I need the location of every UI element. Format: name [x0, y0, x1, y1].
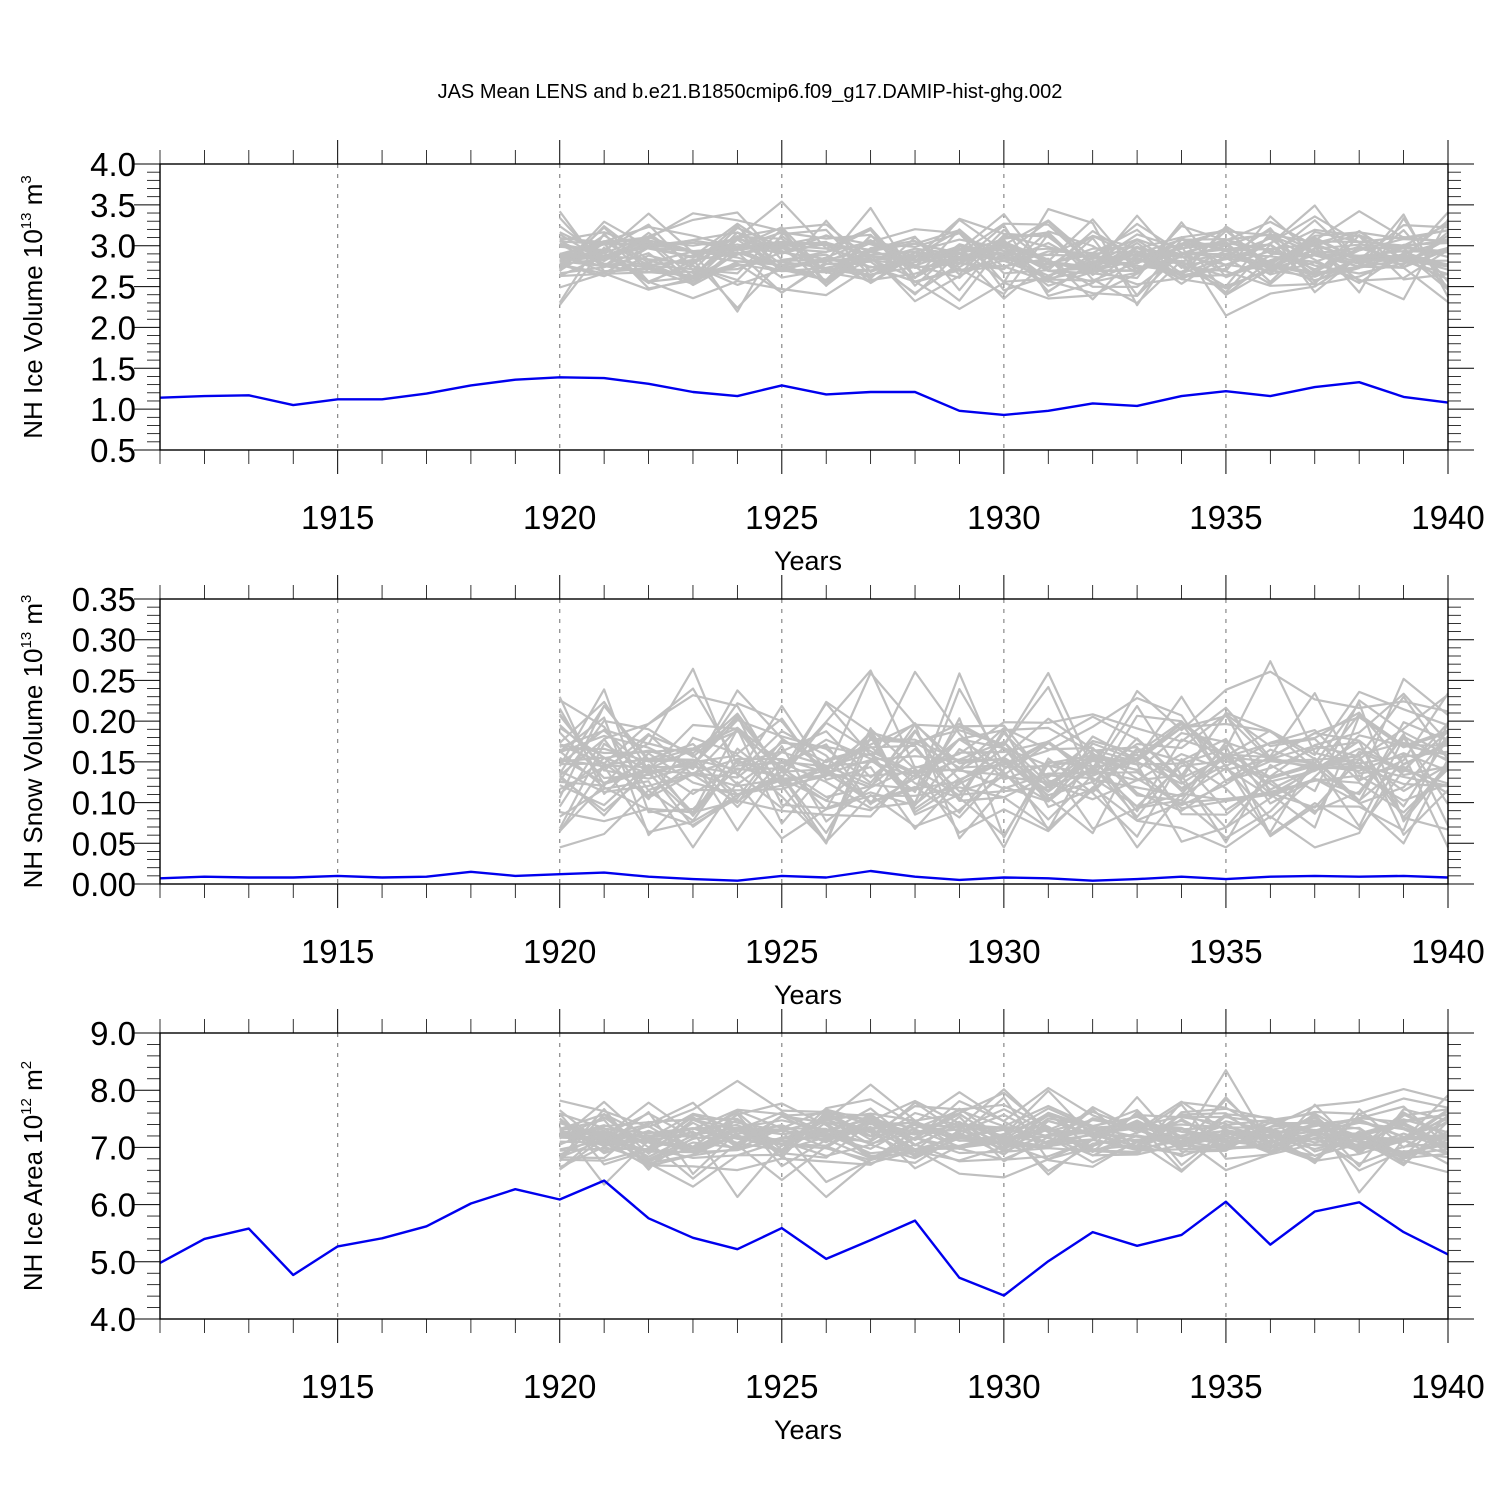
ensemble-member-line: [559, 693, 1449, 825]
y-tick-label: 2.5: [90, 269, 136, 306]
x-tick-label: 1930: [967, 499, 1040, 536]
x-tick-label: 1920: [523, 1368, 596, 1405]
y-tick-label: 5.0: [90, 1244, 136, 1281]
y-tick-label: 0.35: [72, 581, 136, 618]
ensemble-member-line: [559, 1108, 1449, 1182]
ensemble-member-line: [559, 1091, 1449, 1160]
ensemble-member-line: [559, 212, 1449, 280]
ensemble-member-line: [559, 670, 1449, 817]
y-tick-label: 9.0: [90, 1015, 136, 1052]
y-axis-label: NH Snow Volume 1013 m3: [18, 595, 48, 889]
x-axis-label: Years: [774, 546, 842, 576]
y-tick-label: 0.25: [72, 662, 136, 699]
ensemble-member-line: [559, 1096, 1449, 1184]
ice-volume-panel: 1915 1920 1925 1930 1935 1940 0.5 1.0 1.5 2.02.5 3…: [18, 140, 1485, 576]
blue-series-line: [159, 1179, 1449, 1297]
y-tick-label: 1.0: [90, 391, 136, 428]
ensemble-member-line: [559, 752, 1449, 849]
y-tick-label: 6.0: [90, 1187, 136, 1224]
x-tick-label: 1940: [1411, 933, 1484, 970]
y-tick-label: 1.5: [90, 350, 136, 387]
ensemble-member-line: [558, 1100, 1449, 1180]
ensemble-member-line: [559, 212, 1449, 292]
ensemble-member-line: [559, 699, 1449, 829]
ensemble-member-line: [558, 672, 1449, 844]
y-tick-label: 0.15: [72, 744, 136, 781]
x-tick-label: 1915: [301, 499, 374, 536]
ensemble-member-line: [559, 222, 1449, 290]
y-tick-label: 4.0: [90, 146, 136, 183]
plot-frame: [159, 598, 1449, 885]
ensemble-member-line: [559, 218, 1449, 301]
x-tick-label: 1935: [1189, 933, 1262, 970]
x-tick-label: 1940: [1411, 1368, 1484, 1405]
x-tick-label: 1935: [1189, 1368, 1262, 1405]
y-tick-label: 0.00: [72, 866, 136, 903]
plot-frame: [159, 1032, 1449, 1320]
ensemble-member-line: [558, 232, 1449, 317]
y-tick-label: 0.5: [90, 432, 136, 469]
snow-volume-panel: 1915 1920 1925 1930 1935 1940 0.00 0.050.10 0.15…: [18, 575, 1485, 1010]
y-tick-label: 0.30: [72, 622, 136, 659]
ensemble-member-line: [559, 222, 1449, 287]
x-tick-label: 1925: [745, 499, 818, 536]
x-axis-label: Years: [774, 1415, 842, 1445]
x-tick-label: 1920: [523, 499, 596, 536]
ensemble-member-line: [558, 224, 1449, 306]
x-axis-label: Years: [774, 980, 842, 1010]
x-tick-label: 1915: [301, 1368, 374, 1405]
ensemble-member-line: [558, 696, 1449, 803]
y-tick-label: 4.0: [90, 1301, 136, 1338]
x-tick-label: 1920: [523, 933, 596, 970]
ensemble-member-line: [559, 224, 1449, 279]
y-tick-label: 2.0: [90, 309, 136, 346]
ensemble-member-line: [559, 722, 1449, 840]
x-tick-label: 1935: [1189, 499, 1262, 536]
y-tick-label: 0.05: [72, 825, 136, 862]
y-tick-label: 0.10: [72, 785, 136, 822]
ensemble-member-line: [559, 721, 1450, 849]
x-tick-label: 1940: [1411, 499, 1484, 536]
y-tick-label: 3.5: [90, 187, 136, 224]
blue-series-line: [159, 376, 1449, 417]
x-tick-label: 1930: [967, 1368, 1040, 1405]
ensemble-member-line: [559, 1097, 1449, 1146]
x-tick-label: 1925: [745, 933, 818, 970]
y-axis-label: NH Ice Area 1012 m2: [18, 1061, 48, 1291]
ensemble-member-line: [559, 667, 1449, 777]
x-tick-label: 1930: [967, 933, 1040, 970]
plot-frame: [159, 163, 1449, 451]
y-axis-label: NH Ice Volume 1013 m3: [18, 175, 48, 438]
ensemble-member-line: [559, 714, 1449, 828]
x-tick-label: 1915: [301, 933, 374, 970]
y-tick-label: 0.20: [72, 703, 136, 740]
ensemble-member-line: [559, 720, 1449, 832]
blue-series-line: [159, 869, 1449, 882]
ensemble-member-line: [558, 691, 1449, 817]
ensemble-member-line: [558, 1102, 1449, 1186]
ice-area-panel: 1915 1920 1925 1930 1935 1940 4.0 5.0 6.0 7.0 8.0 9…: [18, 1009, 1485, 1445]
y-tick-label: 3.0: [90, 228, 136, 265]
y-tick-label: 7.0: [90, 1129, 136, 1166]
y-tick-label: 8.0: [90, 1072, 136, 1109]
ensemble-member-line: [558, 216, 1449, 283]
ensemble-member-line: [559, 714, 1449, 809]
figure-title: JAS Mean LENS and b.e21.B1850cmip6.f09_g…: [438, 81, 1063, 103]
ensemble-member-line: [559, 1079, 1449, 1167]
x-tick-label: 1925: [745, 1368, 818, 1405]
ensemble-member-line: [559, 702, 1449, 830]
